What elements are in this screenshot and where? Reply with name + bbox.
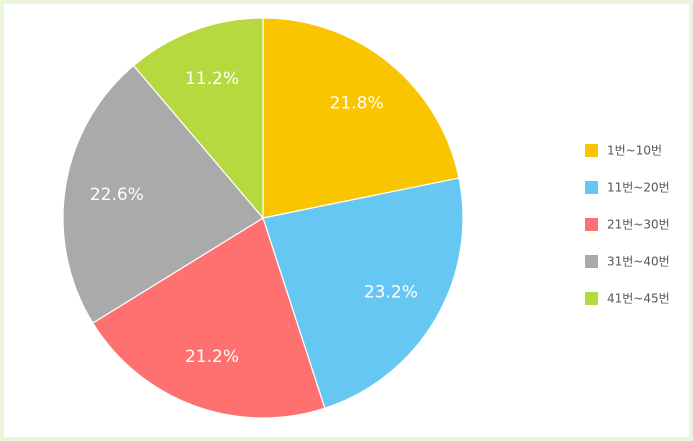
legend-label: 31번~40번 (607, 255, 670, 269)
slice-label: 22.6% (90, 185, 144, 205)
legend-swatch (585, 218, 598, 231)
legend-label: 41번~45번 (607, 292, 670, 306)
legend-label: 1번~10번 (607, 144, 662, 158)
legend-swatch (585, 255, 598, 268)
pie-slice (91, 217, 326, 419)
chart: 21.8% 23.2% 21.2% 22.6% 11.2% 1번~10번 11번~20번 21… (62, 17, 670, 419)
slice-label: 11.2% (185, 69, 239, 89)
pie-slice (132, 17, 264, 220)
legend-label: 21번~30번 (607, 218, 670, 232)
legend-swatch (585, 292, 598, 305)
slice-label: 21.8% (330, 93, 384, 113)
slice-label: 21.2% (185, 347, 239, 367)
legend-swatch (585, 144, 598, 157)
pie-slice (262, 177, 464, 409)
slice-label: 23.2% (364, 283, 418, 303)
pie-slice (62, 64, 264, 324)
pie-slice (262, 17, 460, 219)
legend-swatch (585, 181, 598, 194)
legend-label: 11번~20번 (607, 181, 670, 195)
